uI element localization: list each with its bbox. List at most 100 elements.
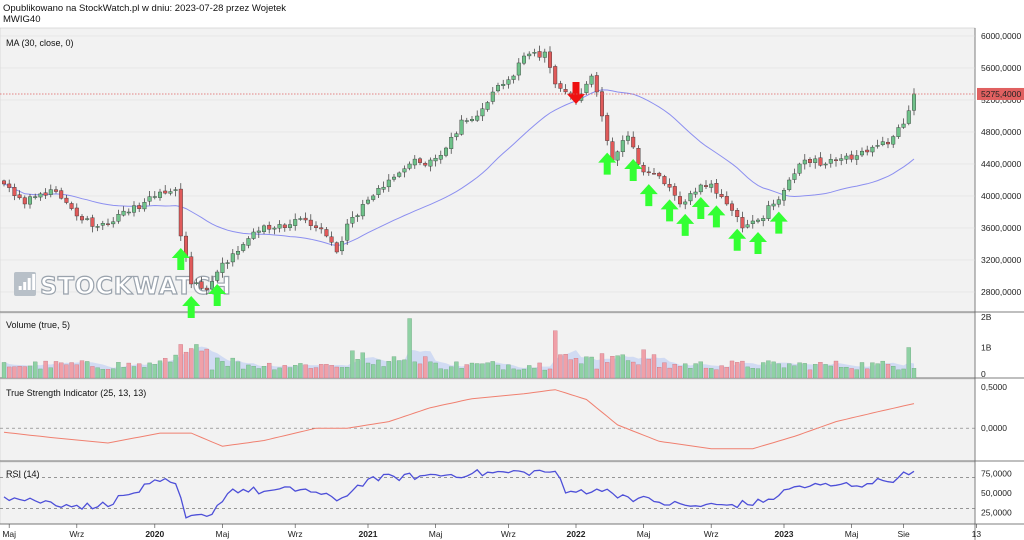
candle [813,155,818,169]
candle [750,214,755,229]
buy-signal-arrow-icon [639,184,658,207]
volume-bar [672,364,677,379]
candle [355,213,360,222]
candle [407,161,412,171]
volume-bar [22,366,27,379]
candle [662,174,667,186]
candle-body [714,182,719,194]
volume-bar [246,364,251,379]
candle-body [516,62,521,76]
candle-body [215,271,220,281]
candle-body [22,197,27,205]
candle [678,191,683,208]
candle-body [85,218,90,220]
x-axis-label: Wrz [501,529,516,539]
chart-header: Opublikowano na StockWatch.pl w dniu: 20… [3,3,286,25]
candle [870,145,875,157]
volume-bar [724,366,729,379]
volume-bar [527,365,532,379]
volume-bar [745,366,750,379]
candle [511,74,516,84]
buy-signal-arrow-icon [728,228,747,251]
volume-bar [69,362,74,379]
x-axis-label: Maj [216,529,230,539]
volume-bar [345,367,350,379]
volume-bar [802,363,807,379]
candle-body [147,196,152,202]
candle [792,168,797,184]
candle-body [745,224,750,228]
volume-bar [17,366,22,379]
candle [626,131,631,145]
candle-body [865,149,870,153]
volume-bar [308,368,313,379]
volume-bar [116,362,121,379]
volume-bar [293,365,298,379]
candle [532,48,537,57]
candle [397,171,402,178]
candle-body [392,176,397,180]
candle [891,134,896,148]
candle-body [2,180,6,185]
candle-body [594,75,599,93]
candle-body [906,110,911,124]
volume-bar [137,363,142,379]
candle-body [875,145,880,147]
candle [667,178,672,192]
candle [386,174,391,192]
volume-bar [1,362,7,379]
watermark-logo-bar [27,278,31,290]
candle-body [282,224,287,228]
volume-bar [485,362,490,379]
volume-bar [599,353,605,379]
candle [787,177,792,192]
candle-body [584,83,589,93]
candle-body [334,242,339,253]
candle-body [412,158,417,166]
candle [865,145,870,156]
panel-bg-price [0,27,976,313]
volume-bar [766,360,771,379]
volume-bar [7,366,12,379]
volume-bar [885,363,891,379]
volume-bar [267,362,272,379]
candle [157,188,162,201]
candle-body [121,210,126,216]
volume-bar [12,366,17,379]
volume-bar [579,363,584,379]
candle-body [28,196,33,205]
volume-bar [553,330,558,379]
candle [12,183,17,201]
candle [105,218,110,227]
candle [886,138,891,149]
candle [704,180,709,190]
candle [308,214,313,231]
volume-bar [391,356,397,379]
candle-body [262,225,267,232]
candle [137,202,142,213]
x-axis-label: Maj [429,529,443,539]
candle-body [256,230,261,233]
candle-body [33,196,38,198]
candle-body [693,191,698,195]
rsi-tick-label: 75,0000 [981,469,1012,479]
candle [542,48,547,63]
candle [33,193,38,200]
candle-body [813,158,818,163]
candle [230,249,235,267]
volume-bar [334,366,339,379]
candle [709,180,714,193]
x-axis-label: 2020 [145,529,164,539]
volume-bar [74,364,79,379]
volume-bar [532,367,537,379]
volume-bar [594,368,599,379]
volume-bar [282,365,287,379]
candle-body [704,185,709,187]
candle-body [480,108,485,117]
candle [329,231,334,246]
candle [516,58,521,81]
candle-body [912,93,917,111]
watermark-text: STOCKWATCH [40,272,231,300]
candle [912,88,917,116]
